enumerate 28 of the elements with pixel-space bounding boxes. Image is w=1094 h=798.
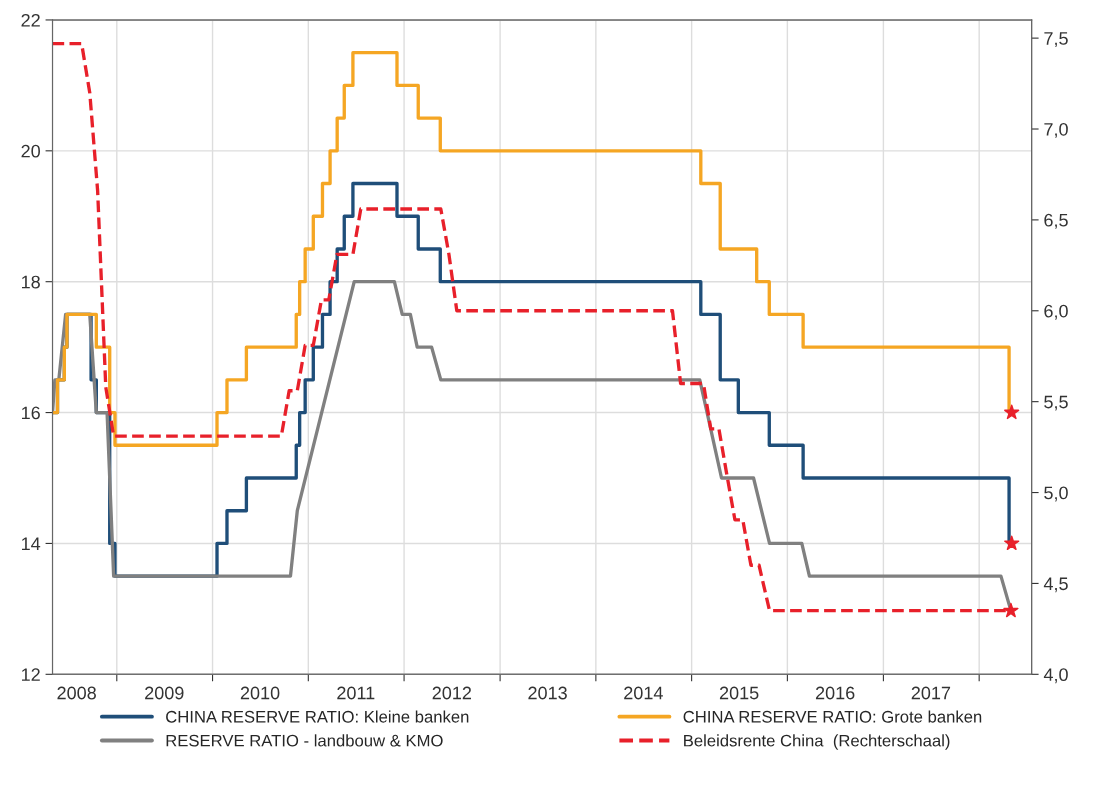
y-tick-label: 22	[21, 13, 40, 27]
x-tick-label: 2014	[624, 686, 663, 700]
y-tick-label: 20	[21, 144, 40, 158]
y-tick-label: 18	[22, 275, 40, 289]
legend-label: RESERVE RATIO - landbouw & KMO	[166, 734, 443, 747]
x-tick-label: 2017	[911, 686, 951, 700]
legend-label: CHINA RESERVE RATIO: Grote banken	[683, 710, 982, 723]
y2-tick-label: 6,0	[1044, 304, 1068, 320]
x-tick-label: 2011	[337, 686, 375, 700]
y-tick-label: 14	[22, 537, 41, 550]
x-tick-label: 2015	[719, 686, 759, 700]
x-tick-label: 2012	[432, 686, 471, 700]
y2-tick-label: 5,5	[1044, 395, 1068, 411]
legend-label: Beleidsrente China (Rechterschaal)	[684, 734, 950, 750]
x-tick-label: 2010	[240, 686, 280, 700]
y2-tick-label: 6,5	[1044, 213, 1068, 229]
y2-tick-label: 4,5	[1043, 577, 1068, 593]
y2-tick-label: 5,0	[1044, 486, 1068, 502]
y2-tick-label: 7,0	[1044, 122, 1068, 138]
y-tick-label: 16	[22, 406, 40, 420]
y2-tick-label: 4,0	[1043, 668, 1068, 684]
y2-tick-label: 7,5	[1044, 32, 1068, 47]
x-tick-label: 2008	[57, 686, 96, 700]
y-tick-label: 12	[22, 668, 40, 681]
x-tick-label: 2013	[528, 686, 567, 700]
x-tick-label: 2016	[815, 686, 855, 700]
x-tick-label: 2009	[145, 686, 184, 700]
legend-label: CHINA RESERVE RATIO: Kleine banken	[166, 710, 469, 723]
